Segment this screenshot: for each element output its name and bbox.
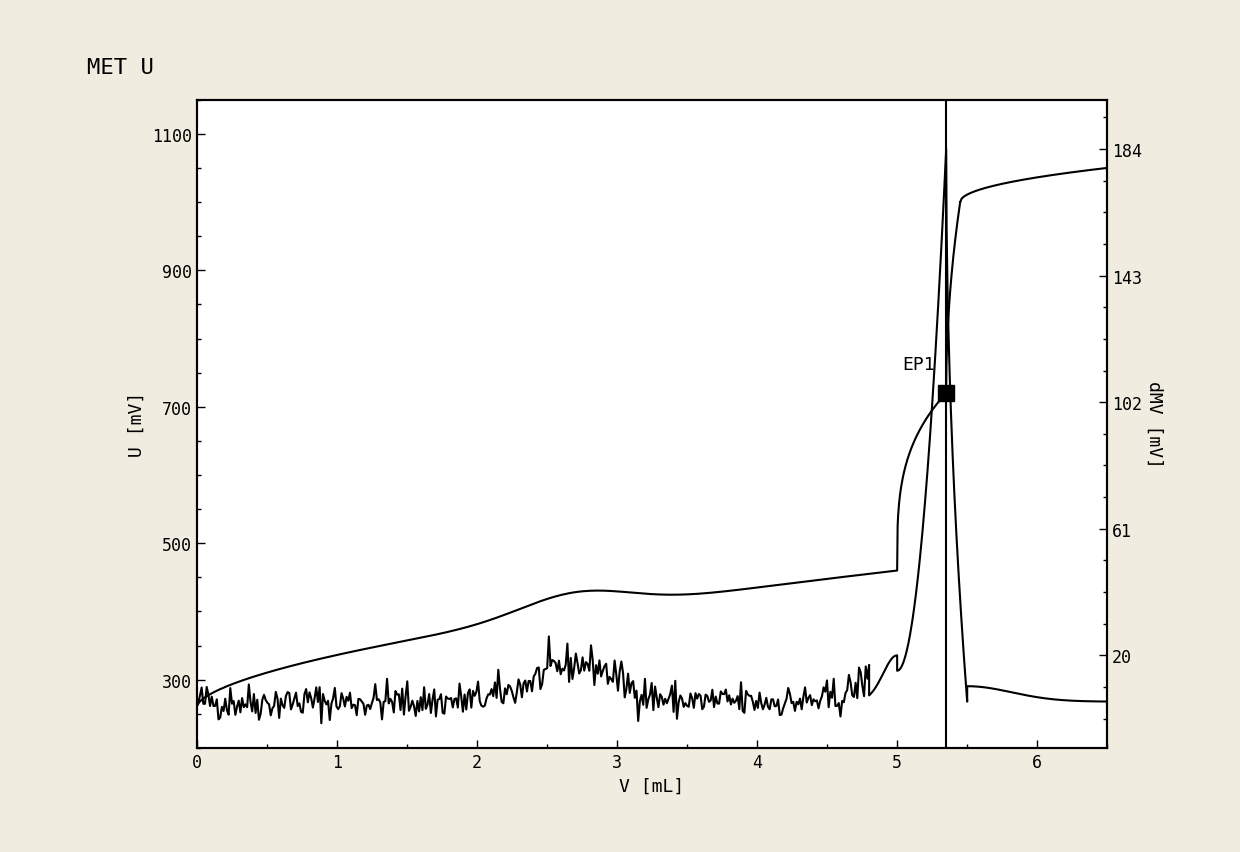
X-axis label: V [mL]: V [mL] [619, 776, 684, 794]
Text: MET U: MET U [87, 58, 154, 78]
Y-axis label: U [mV]: U [mV] [128, 392, 146, 457]
Text: EP1: EP1 [903, 356, 935, 374]
Y-axis label: dMV [mV]: dMV [mV] [1145, 381, 1163, 468]
